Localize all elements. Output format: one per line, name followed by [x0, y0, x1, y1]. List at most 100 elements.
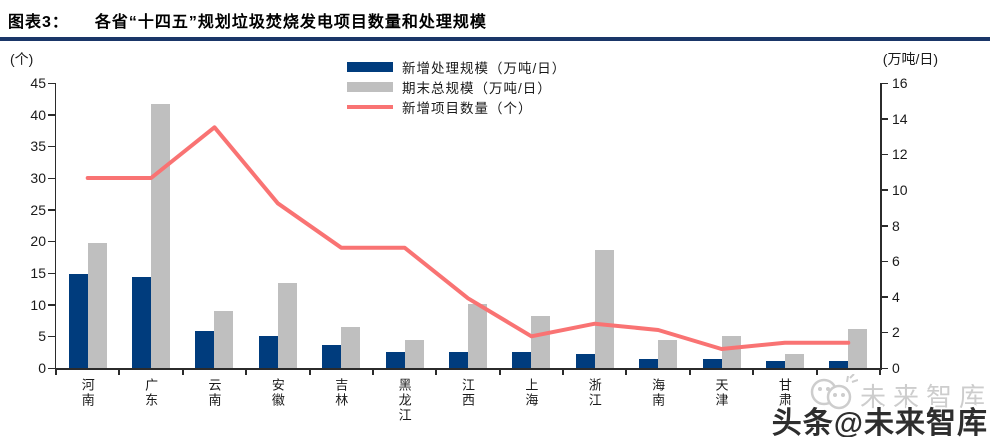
- x-axis-tick: [181, 370, 184, 375]
- x-axis-tick: [308, 370, 311, 375]
- x-axis-tick: [371, 370, 374, 375]
- left-axis-tick: [48, 367, 55, 369]
- left-axis-tick: [48, 304, 55, 306]
- bar-total-capacity: [404, 339, 424, 368]
- right-axis-unit-label: (万吨/日): [882, 51, 938, 67]
- left-axis-tick: [48, 240, 55, 243]
- x-axis-tick: [562, 370, 565, 375]
- bar-new-capacity: [575, 353, 595, 368]
- left-axis-unit-label: (个): [10, 51, 34, 67]
- left-axis-tick-label: 40: [30, 106, 46, 123]
- left-axis-tick: [48, 114, 55, 116]
- bar-new-capacity: [68, 273, 88, 368]
- bar-new-capacity: [385, 351, 405, 368]
- bar-total-capacity: [531, 316, 551, 368]
- x-category-label: 吉林: [333, 378, 349, 408]
- x-category-label: 天津: [713, 378, 729, 408]
- right-axis-tick-label: 0: [892, 360, 900, 376]
- right-axis-tick: [881, 118, 888, 120]
- left-axis-tick: [48, 335, 55, 338]
- bar-new-capacity: [512, 351, 532, 368]
- legend-item: 新增项目数量（个）: [347, 97, 566, 117]
- x-category-label: 黑龙江: [396, 378, 412, 423]
- legend-label: 新增项目数量（个）: [402, 101, 533, 116]
- x-category-label: 甘肃: [776, 378, 792, 408]
- left-axis-tick: [48, 145, 55, 148]
- right-axis-tick-label: 2: [892, 324, 900, 341]
- x-category-label: 上海: [523, 378, 539, 408]
- right-axis-tick: [881, 331, 888, 334]
- left-axis-tick: [48, 272, 55, 274]
- bar-new-capacity: [449, 351, 468, 368]
- left-axis-tick-label: 5: [38, 328, 46, 345]
- left-axis-tick: [48, 209, 55, 211]
- x-axis-tick: [625, 370, 628, 375]
- x-category-label: 海南: [650, 378, 666, 408]
- x-category-label: 江西: [460, 378, 475, 408]
- right-axis-tick-label: 12: [892, 146, 908, 163]
- bar-new-capacity: [702, 359, 722, 368]
- bar-new-capacity: [639, 359, 659, 368]
- bar-total-capacity: [468, 303, 487, 368]
- left-axis-tick-label: 25: [30, 201, 46, 218]
- bar-new-capacity: [322, 344, 342, 368]
- bar-new-capacity: [765, 360, 785, 368]
- right-axis-tick: [881, 82, 888, 84]
- x-axis-tick: [435, 370, 438, 375]
- x-axis-tick: [118, 370, 121, 375]
- x-axis-tick: [688, 370, 691, 375]
- x-axis-tick: [879, 370, 881, 375]
- x-category-label: 安徽: [269, 378, 285, 408]
- x-axis-tick: [55, 370, 57, 375]
- watermark-logo-icon: [806, 373, 859, 414]
- chart-title-prefix: 图表3：: [8, 14, 69, 31]
- legend-swatch-bar: [347, 82, 393, 92]
- right-axis-tick: [881, 260, 888, 263]
- left-axis-tick-label: 0: [38, 360, 46, 376]
- chart-legend: 新增处理规模（万吨/日） 期末总规模（万吨/日） 新增项目数量（个）: [347, 57, 566, 117]
- right-axis-line: [880, 83, 882, 368]
- right-axis-tick: [881, 367, 888, 369]
- legend-item: 期末总规模（万吨/日）: [347, 77, 566, 97]
- right-axis-tick-label: 10: [892, 181, 908, 198]
- right-axis-tick: [881, 189, 888, 191]
- bar-new-capacity: [829, 360, 849, 368]
- title-divider: [0, 37, 990, 41]
- bar-total-capacity: [658, 339, 678, 368]
- bar-total-capacity: [848, 328, 868, 368]
- bar-total-capacity: [721, 335, 741, 368]
- x-category-label: 广东: [143, 378, 159, 408]
- chart-title: 图表3： 各省“十四五”规划垃圾焚烧发电项目数量和处理规模: [8, 8, 982, 32]
- bar-new-capacity: [132, 277, 152, 368]
- bar-total-capacity: [784, 353, 804, 368]
- left-axis-tick-label: 15: [30, 265, 46, 281]
- right-axis-tick-label: 16: [892, 75, 908, 91]
- legend-item: 新增处理规模（万吨/日）: [347, 57, 566, 77]
- watermark-light-text: 未来智库: [860, 382, 990, 412]
- right-axis-tick-label: 14: [892, 110, 908, 127]
- left-axis-tick-label: 10: [30, 296, 46, 313]
- bar-total-capacity: [87, 243, 107, 368]
- x-axis-tick: [752, 370, 755, 375]
- bar-new-capacity: [258, 335, 278, 368]
- x-category-label: 云南: [206, 378, 222, 408]
- x-category-label: 河南: [79, 378, 95, 408]
- right-axis-tick: [881, 225, 888, 227]
- bar-total-capacity: [341, 327, 361, 368]
- bar-total-capacity: [594, 250, 614, 368]
- left-axis-tick-label: 45: [30, 75, 46, 91]
- chart-title-text: 各省“十四五”规划垃圾焚烧发电项目数量和处理规模: [94, 14, 487, 31]
- right-axis-tick-label: 4: [892, 288, 900, 305]
- right-axis-tick: [881, 153, 888, 156]
- right-axis-tick-label: 6: [892, 253, 900, 270]
- left-axis-line: [54, 83, 56, 368]
- left-axis-tick-label: 30: [30, 170, 46, 186]
- bar-total-capacity: [151, 104, 171, 368]
- bar-new-capacity: [195, 330, 215, 368]
- left-axis-tick-label: 35: [30, 138, 46, 155]
- x-category-label: 浙江: [586, 378, 602, 408]
- x-axis-tick: [498, 370, 501, 375]
